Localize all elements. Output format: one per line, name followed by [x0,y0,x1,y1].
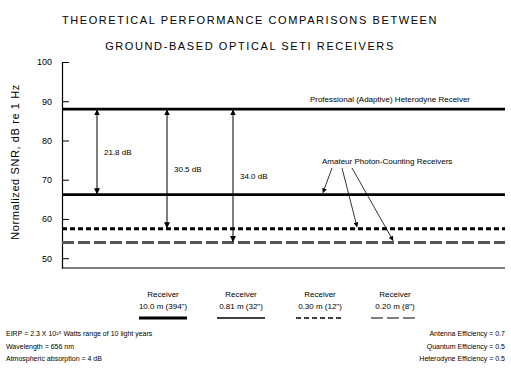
legend-label: Receiver0.30 m (12") [298,290,342,311]
annotation-arrow [352,168,393,240]
y-tick: 100 [37,57,69,67]
annotation: Amateur Photon-Counting Receivers [322,157,452,166]
annotation: Professional (Adaptive) Heterodyne Recei… [310,95,470,104]
y-axis: 50 60 70 80 90 100 [37,57,69,268]
footnote: EIRP = 2.3 X 10¹⁵ Watts range of 10 ligh… [6,330,153,338]
y-tick: 70 [42,175,69,185]
series-line [62,227,505,230]
y-tick-label: 100 [37,57,52,67]
legend-label: Receiver0.20 m (8") [375,290,415,311]
legend-swatch [217,317,265,318]
y-tick: 80 [42,136,69,146]
y-tick-label: 50 [42,254,52,264]
difference-label: 34.0 dB [240,172,268,181]
plot-area [62,109,505,242]
y-tick: 50 [42,254,69,264]
y-tick: 90 [42,97,69,107]
annotation-arrow [323,168,332,193]
legend-label: Receiver0.81 m (32") [219,290,263,311]
y-tick-label: 80 [42,136,52,146]
footnote: Atmospheric absorption = 4 dB [6,355,102,363]
difference-arrow [97,110,98,194]
y-tick-mark [62,219,69,220]
legend-swatch [139,317,187,320]
footnote: Heterodyne Efficiency = 0.5 [419,355,505,363]
series-line [62,193,505,196]
legend-swatch [371,317,419,318]
difference-label: 21.8 dB [104,148,132,157]
y-tick-label: 70 [42,175,52,185]
footnote: Quantum Efficiency = 0.5 [427,343,505,351]
y-tick-mark [62,101,69,102]
y-axis-line [62,63,63,269]
difference-arrow [167,110,168,228]
difference-arrow [233,110,234,241]
legend-label: Receiver10.0 m (394") [139,290,188,311]
title: THEORETICAL PERFORMANCE COMPARISONS BETW… [62,14,438,26]
footnote: Wavelength = 656 nm [6,343,74,351]
series-line [62,241,505,244]
subtitle: GROUND-BASED OPTICAL SETI RECEIVERS [105,40,395,52]
x-axis-line [62,267,505,268]
y-axis-title: Normalized SNR, dB re 1 Hz [9,84,21,240]
y-tick-mark [62,180,69,181]
y-tick-mark [62,258,69,259]
difference-label: 30.5 dB [174,165,202,174]
chart: THEORETICAL PERFORMANCE COMPARISONS BETW… [0,0,511,369]
footnote: Antenna Efficiency = 0.7 [429,330,505,338]
y-tick: 60 [42,214,69,224]
legend-swatch [296,317,344,318]
series-line [62,108,505,111]
y-tick-label: 60 [42,214,52,224]
annotation-arrow [342,168,357,227]
y-tick-mark [62,62,69,63]
y-tick-label: 90 [42,97,52,107]
y-tick-mark [62,140,69,141]
